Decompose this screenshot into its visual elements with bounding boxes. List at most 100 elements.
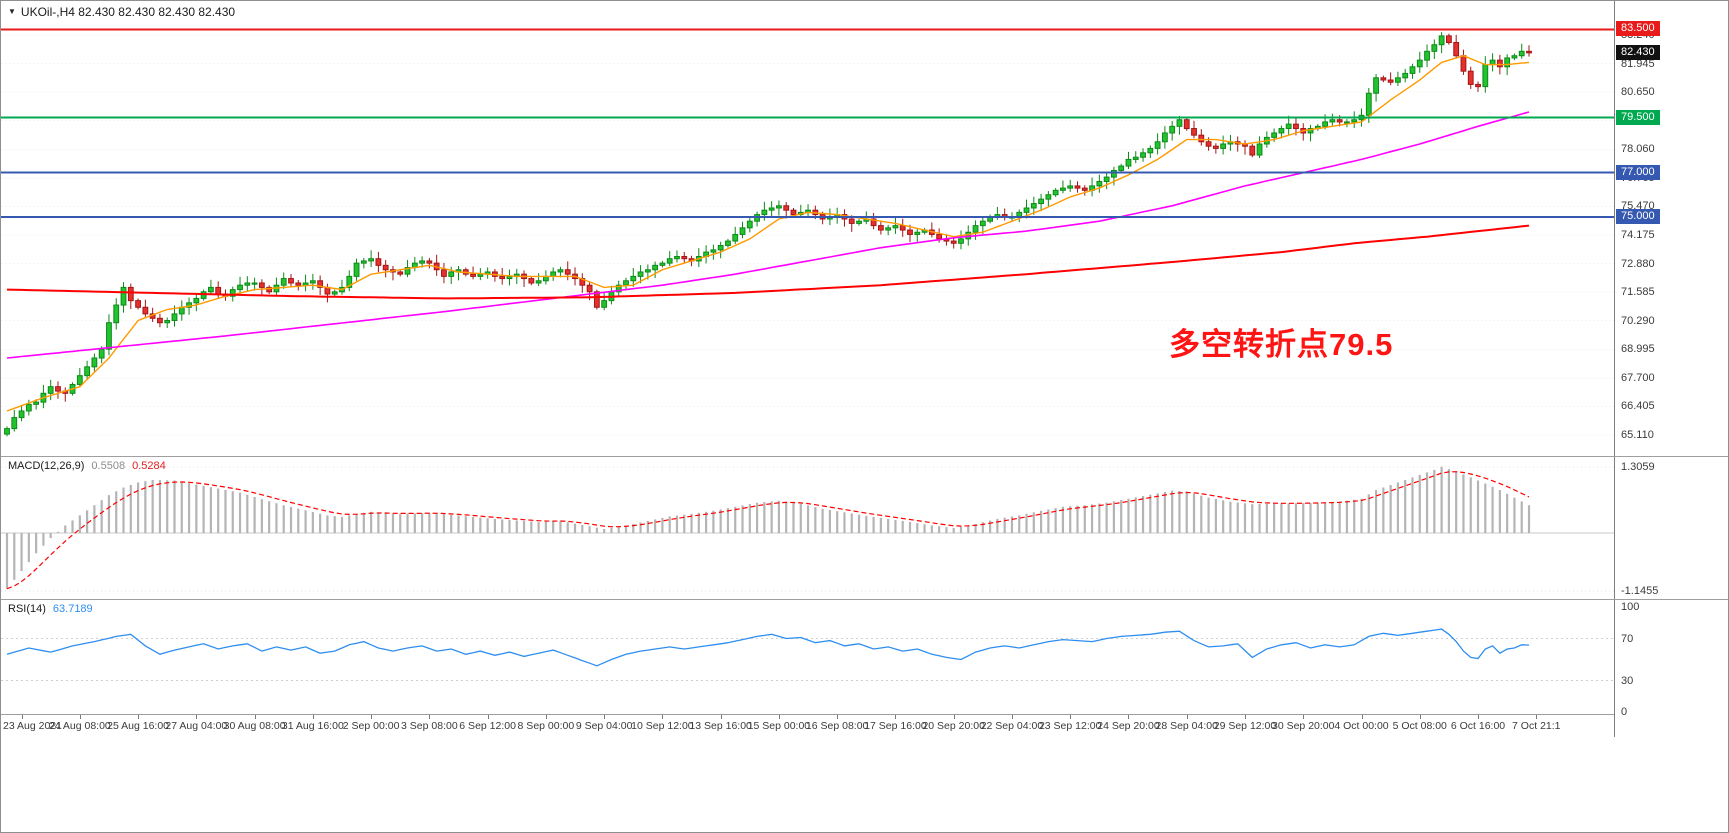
time-axis-label: 30 Sep 20:00 bbox=[1271, 720, 1335, 732]
time-tick bbox=[79, 715, 81, 719]
price-axis-label: 80.650 bbox=[1621, 86, 1655, 99]
rsi-axis-label: 100 bbox=[1621, 601, 1640, 613]
time-axis-label: 24 Aug 08:00 bbox=[48, 720, 111, 732]
macd-canvas[interactable] bbox=[1, 457, 1614, 599]
price-axis-label: 74.175 bbox=[1621, 229, 1655, 241]
ma-slow-red bbox=[6, 224, 1530, 300]
time-tick bbox=[895, 715, 897, 719]
price-axis-label: 66.405 bbox=[1621, 400, 1655, 413]
macd-signal-line bbox=[6, 471, 1530, 590]
time-tick bbox=[953, 715, 955, 719]
ma-fast-orange bbox=[6, 54, 1530, 412]
time-tick bbox=[545, 715, 547, 719]
time-axis-label: 7 Oct 21:1 bbox=[1512, 720, 1561, 732]
price-axis-label: 72.880 bbox=[1621, 257, 1655, 270]
rsi-canvas[interactable] bbox=[1, 600, 1614, 714]
price-axis-label: 68.995 bbox=[1621, 343, 1655, 356]
price-badge-75.000: 75.000 bbox=[1616, 208, 1660, 224]
rsi-axis-label: 0 bbox=[1621, 706, 1628, 718]
macd-name: MACD(12,26,9) bbox=[8, 460, 85, 472]
time-axis-label: 25 Aug 16:00 bbox=[107, 720, 170, 732]
time-tick bbox=[1244, 715, 1246, 719]
time-tick bbox=[1303, 715, 1305, 719]
time-axis-label: 6 Oct 16:00 bbox=[1450, 720, 1506, 732]
price-chart-canvas[interactable] bbox=[1, 1, 1614, 456]
chart-title: ▼ UKOil-,H4 82.430 82.430 82.430 82.430 bbox=[8, 5, 235, 19]
price-axis-label: 67.700 bbox=[1621, 371, 1655, 384]
time-tick bbox=[487, 715, 489, 719]
time-axis-label: 28 Sep 04:00 bbox=[1155, 720, 1218, 732]
time-axis-label: 29 Sep 12:00 bbox=[1213, 720, 1277, 732]
rsi-label: RSI(14) 63.7189 bbox=[8, 603, 93, 615]
time-tick bbox=[1011, 715, 1013, 719]
time-axis-label: 16 Sep 08:00 bbox=[805, 720, 869, 732]
panel-separator[interactable] bbox=[1, 599, 1728, 600]
price-axis-label: 71.585 bbox=[1621, 286, 1655, 299]
time-tick bbox=[429, 715, 431, 719]
time-axis-label: 27 Aug 04:00 bbox=[165, 720, 228, 732]
time-axis-label: 9 Sep 04:00 bbox=[575, 720, 633, 732]
rsi-panel[interactable]: RSI(14) 63.7189 bbox=[1, 600, 1614, 714]
time-tick bbox=[778, 715, 780, 719]
price-badge-82.430: 82.430 bbox=[1616, 44, 1660, 60]
time-tick bbox=[1419, 715, 1421, 719]
macd-label: MACD(12,26,9) 0.5508 0.5284 bbox=[8, 460, 166, 472]
time-axis-label: 24 Sep 20:00 bbox=[1097, 720, 1160, 732]
price-axis-label: 70.290 bbox=[1621, 314, 1655, 327]
rsi-value: 63.7189 bbox=[52, 603, 93, 615]
time-axis-label: 3 Sep 08:00 bbox=[401, 720, 458, 732]
time-axis-label: 20 Sep 20:00 bbox=[922, 720, 985, 732]
time-tick bbox=[1070, 715, 1072, 719]
time-axis-label: 13 Sep 16:00 bbox=[689, 720, 752, 732]
price-axis-label: 78.060 bbox=[1621, 143, 1655, 156]
time-axis-label: 5 Oct 08:00 bbox=[1392, 720, 1447, 732]
ma-mid-magenta bbox=[6, 111, 1530, 359]
macd-axis-label: -1.1455 bbox=[1621, 585, 1659, 597]
time-scale-axis[interactable]: 23 Aug 2021 24 Aug 08:00 25 Aug 16:00 27 Au… bbox=[1, 714, 1614, 737]
time-axis-label: 31 Aug 16:00 bbox=[281, 720, 344, 732]
time-tick bbox=[371, 715, 373, 719]
macd-main-value: 0.5508 bbox=[91, 460, 126, 472]
time-tick bbox=[138, 715, 140, 719]
macd-axis-label: 1.3059 bbox=[1621, 461, 1655, 473]
price-badge-83.500: 83.500 bbox=[1616, 21, 1660, 37]
price-axis-label: 65.110 bbox=[1621, 429, 1654, 441]
time-tick bbox=[1186, 715, 1188, 719]
price-badge-77.000: 77.000 bbox=[1616, 164, 1660, 180]
time-tick bbox=[254, 715, 256, 719]
price-chart-panel[interactable]: ▼ UKOil-,H4 82.430 82.430 82.430 82.430 多… bbox=[1, 1, 1614, 456]
time-tick bbox=[1361, 715, 1363, 719]
rsi-line bbox=[6, 628, 1530, 667]
panel-separator[interactable] bbox=[1, 456, 1728, 457]
time-tick bbox=[312, 715, 314, 719]
time-axis-label: 8 Sep 00:00 bbox=[517, 720, 575, 732]
time-tick bbox=[21, 715, 23, 719]
symbol-dropdown-icon[interactable]: ▼ bbox=[8, 7, 16, 16]
time-tick bbox=[662, 715, 664, 719]
time-axis-label: 15 Sep 00:00 bbox=[747, 720, 811, 732]
price-badge-79.500: 79.500 bbox=[1616, 109, 1660, 125]
price-axis-label: 81.945 bbox=[1621, 57, 1655, 70]
time-tick bbox=[196, 715, 198, 719]
time-tick bbox=[837, 715, 839, 719]
time-tick bbox=[720, 715, 722, 719]
symbol-ohlc-text: UKOil-,H4 82.430 82.430 82.430 82.430 bbox=[20, 5, 236, 19]
annotation-text: 多空转折点79.5 bbox=[1169, 327, 1394, 362]
time-axis-label: 6 Sep 12:00 bbox=[459, 720, 516, 732]
time-tick bbox=[1478, 715, 1480, 719]
time-axis-label: 23 Sep 12:00 bbox=[1038, 720, 1102, 732]
time-axis-label: 4 Oct 00:00 bbox=[1334, 720, 1389, 732]
time-axis-label: 22 Sep 04:00 bbox=[980, 720, 1044, 732]
price-scale-axis[interactable]: 83.24081.94580.65079.35578.06076.76575.4… bbox=[1614, 1, 1728, 737]
time-axis-label: 17 Sep 16:00 bbox=[864, 720, 927, 732]
time-axis-label: 23 Aug 2021 bbox=[3, 720, 62, 732]
rsi-axis-label: 70 bbox=[1621, 632, 1634, 645]
time-axis-label: 2 Sep 00:00 bbox=[342, 720, 400, 732]
time-tick bbox=[1128, 715, 1130, 719]
time-tick bbox=[604, 715, 606, 719]
time-axis-label: 10 Sep 12:00 bbox=[631, 720, 694, 732]
time-axis-label: 30 Aug 08:00 bbox=[223, 720, 286, 732]
macd-panel[interactable]: MACD(12,26,9) 0.5508 0.5284 bbox=[1, 457, 1614, 599]
rsi-name: RSI(14) bbox=[8, 603, 46, 615]
